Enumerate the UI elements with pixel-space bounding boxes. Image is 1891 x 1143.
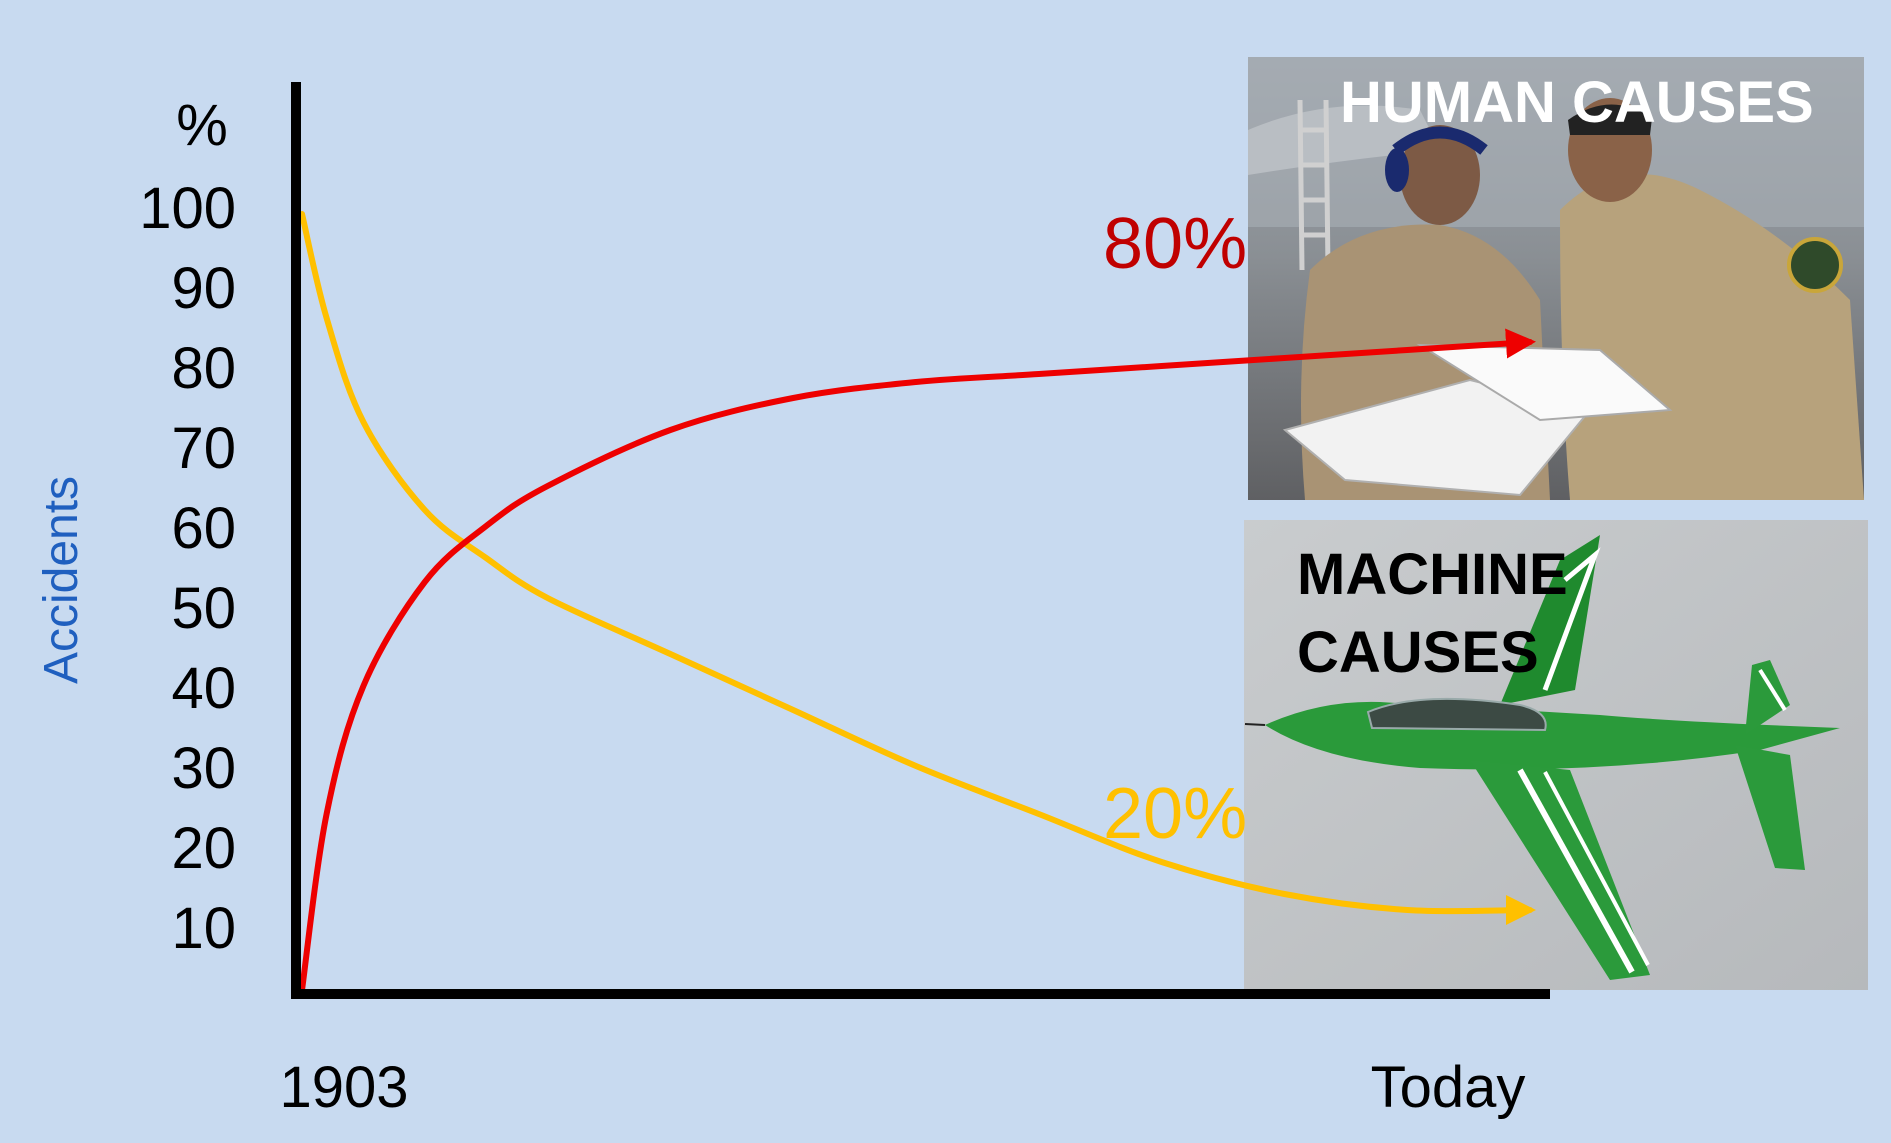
y-tick-label: 80 [171,336,236,401]
y-tick-label: 100 [139,176,236,241]
x-tick-labels: 1903 Today [279,1055,1525,1120]
y-tick-label: 50 [171,576,236,641]
y-tick-label: 30 [171,736,236,801]
y-tick-label: 40 [171,656,236,721]
y-axis-title: Accidents [35,476,88,684]
y-tick-label: 90 [171,256,236,321]
y-tick-label: 60 [171,496,236,561]
y-tick-label: 70 [171,416,236,481]
human-causes-photo: HUMAN CAUSES [1248,57,1864,500]
x-tick-label: Today [1371,1055,1526,1120]
y-unit-label: % [176,93,228,158]
series-line-human-causes [299,328,1536,993]
y-tick-label: 20 [171,816,236,881]
machine-causes-photo: MACHINE CAUSES [1244,520,1868,990]
machine-causes-caption-line1: MACHINE [1297,542,1568,607]
y-tick-label: 10 [171,896,236,961]
x-tick-label: 1903 [279,1055,408,1120]
machine-causes-caption-line2: CAUSES [1297,620,1539,685]
series-line-machine-causes [299,211,1536,926]
human-end-label: 80% [1103,204,1247,284]
human-causes-caption: HUMAN CAUSES [1340,70,1814,135]
y-tick-labels: 100 90 80 70 60 50 40 30 20 10 [139,176,236,961]
machine-end-label: 20% [1103,774,1247,854]
